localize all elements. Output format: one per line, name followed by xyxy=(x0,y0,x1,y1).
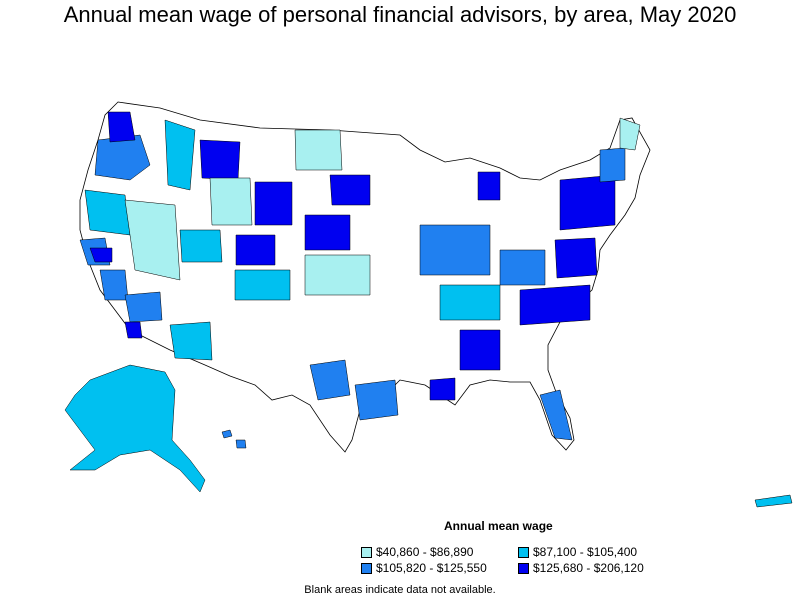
region-wyoming-north xyxy=(254,181,293,226)
legend-swatch-4 xyxy=(518,562,529,574)
legend-label-4: $125,680 - $206,120 xyxy=(533,561,644,575)
region-nevada xyxy=(124,199,181,281)
region-new-mexico xyxy=(234,269,291,301)
region-los-angeles xyxy=(124,321,143,339)
region-ohio-valley xyxy=(439,284,501,321)
region-central-valley xyxy=(99,269,129,301)
region-bay-area xyxy=(89,247,113,263)
legend-item-4: $125,680 - $206,120 xyxy=(518,561,644,575)
region-michigan xyxy=(477,171,501,201)
region-maine xyxy=(619,117,641,151)
map-title: Annual mean wage of personal financial a… xyxy=(63,2,737,27)
region-tennessee xyxy=(499,249,546,286)
region-florida xyxy=(539,389,573,441)
region-arizona xyxy=(169,321,213,361)
legend-label-1: $40,860 - $86,890 xyxy=(376,545,474,559)
region-louisiana xyxy=(429,377,456,401)
region-puerto-rico xyxy=(754,494,793,508)
data-note: Blank areas indicate data not available. xyxy=(304,584,496,596)
legend-label-2: $87,100 - $105,400 xyxy=(533,545,638,559)
region-wyoming xyxy=(209,177,253,226)
region-western-montana xyxy=(199,139,241,181)
region-carolinas xyxy=(519,284,591,326)
legend-label-3: $105,820 - $125,550 xyxy=(376,561,487,575)
region-northeast xyxy=(559,174,616,231)
region-virginia xyxy=(554,237,598,279)
region-utah xyxy=(179,229,223,263)
region-hawaii xyxy=(221,429,247,449)
region-georgia xyxy=(459,329,501,371)
region-minnesota xyxy=(329,174,371,206)
region-kansas xyxy=(304,254,371,296)
region-oregon-coast xyxy=(84,189,131,236)
legend-item-2: $87,100 - $105,400 xyxy=(518,545,637,559)
legend-title: Annual mean wage xyxy=(444,519,553,533)
legend-swatch-3 xyxy=(361,562,372,574)
region-puget-sound xyxy=(107,111,136,143)
legend-item-1: $40,860 - $86,890 xyxy=(361,545,473,559)
region-southern-california xyxy=(124,291,163,323)
legend-item-3: $105,820 - $125,550 xyxy=(361,561,487,575)
legend-swatch-2 xyxy=(518,546,529,558)
legend-swatch-1 xyxy=(361,546,372,558)
region-alaska xyxy=(64,364,206,493)
region-new-england xyxy=(599,147,626,183)
region-nebraska xyxy=(304,214,351,251)
region-houston xyxy=(354,379,399,421)
region-north-dakota xyxy=(294,129,343,171)
region-colorado xyxy=(235,234,276,266)
region-midwest xyxy=(419,224,491,276)
region-texas xyxy=(309,359,351,401)
region-idaho xyxy=(164,119,196,191)
